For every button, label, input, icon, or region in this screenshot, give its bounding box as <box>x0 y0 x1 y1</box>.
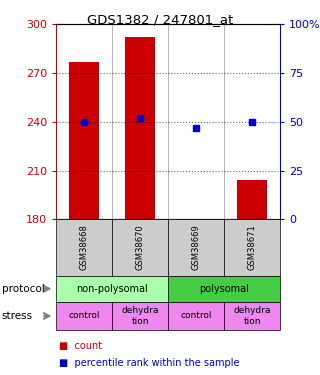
Text: ■  count: ■ count <box>59 340 102 351</box>
Text: GSM38671: GSM38671 <box>247 225 257 270</box>
Text: polysomal: polysomal <box>199 284 249 294</box>
Text: GSM38668: GSM38668 <box>79 225 89 270</box>
Text: GSM38669: GSM38669 <box>191 225 201 270</box>
Text: dehydra
tion: dehydra tion <box>233 306 271 326</box>
Text: non-polysomal: non-polysomal <box>76 284 148 294</box>
Text: GSM38670: GSM38670 <box>135 225 145 270</box>
Text: GDS1382 / 247801_at: GDS1382 / 247801_at <box>87 13 233 26</box>
Bar <box>68 62 100 219</box>
Text: stress: stress <box>2 311 33 321</box>
Text: ■  percentile rank within the sample: ■ percentile rank within the sample <box>59 357 240 368</box>
Text: dehydra
tion: dehydra tion <box>121 306 159 326</box>
Text: control: control <box>180 311 212 320</box>
Text: protocol: protocol <box>2 284 44 294</box>
Text: control: control <box>68 311 100 320</box>
Bar <box>236 180 268 219</box>
Bar <box>124 38 156 219</box>
